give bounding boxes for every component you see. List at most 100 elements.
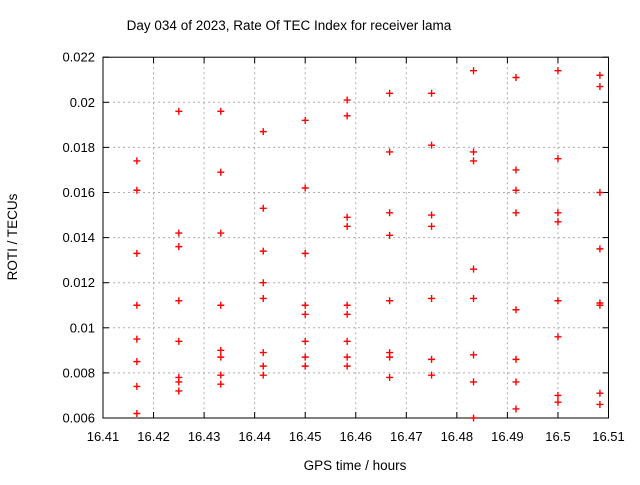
data-point-marker	[175, 107, 183, 115]
x-tick-label: 16.5	[545, 429, 570, 444]
data-point-marker	[554, 398, 562, 406]
data-point-marker	[470, 378, 478, 386]
data-point-marker	[343, 213, 351, 221]
data-point-marker	[259, 279, 267, 287]
data-point-marker	[596, 245, 604, 253]
data-point-marker	[301, 362, 309, 370]
data-point-marker	[428, 294, 436, 302]
data-point-marker	[554, 218, 562, 226]
data-point-marker	[175, 229, 183, 237]
data-point-marker	[301, 337, 309, 345]
data-point-marker	[512, 73, 520, 81]
data-point-marker	[343, 222, 351, 230]
data-point-marker	[301, 310, 309, 318]
data-point-marker	[133, 409, 141, 417]
x-tick-label: 16.45	[289, 429, 322, 444]
data-point-marker	[470, 351, 478, 359]
data-point-marker	[217, 371, 225, 379]
data-point-marker	[512, 405, 520, 413]
y-tick-label: 0.02	[70, 95, 95, 110]
x-tick-label: 16.49	[491, 429, 524, 444]
plot-border	[102, 56, 609, 419]
data-point-marker	[217, 229, 225, 237]
data-point-marker	[217, 353, 225, 361]
data-point-marker	[470, 265, 478, 273]
data-point-marker	[343, 353, 351, 361]
data-point-marker	[175, 297, 183, 305]
data-point-marker	[470, 157, 478, 165]
data-point-marker	[386, 353, 394, 361]
tick-labels: 16.41 16.42 16.43 16.44 16.45 16.46 16.47 16.48…	[62, 50, 624, 444]
y-axis-label: ROTI / TECUs	[5, 193, 20, 280]
data-point-marker	[175, 378, 183, 386]
y-tick-label: 0.018	[62, 140, 95, 155]
data-point-marker	[512, 209, 520, 217]
data-point-marker	[554, 67, 562, 75]
x-tick-label: 16.43	[188, 429, 221, 444]
data-point-marker	[175, 243, 183, 251]
data-point-marker	[133, 301, 141, 309]
data-point-marker	[259, 362, 267, 370]
data-point-marker	[596, 83, 604, 91]
data-point-marker	[301, 249, 309, 257]
data-point-marker	[386, 297, 394, 305]
data-point-marker	[470, 414, 478, 422]
data-points	[133, 67, 604, 422]
data-point-marker	[554, 297, 562, 305]
x-tick-label: 16.51	[592, 429, 625, 444]
data-point-marker	[133, 382, 141, 390]
y-tick-label: 0.014	[62, 230, 95, 245]
x-tick-label: 16.42	[137, 429, 170, 444]
y-tick-label: 0.008	[62, 365, 95, 380]
data-point-marker	[259, 204, 267, 212]
x-tick-label: 16.48	[441, 429, 474, 444]
data-point-marker	[217, 168, 225, 176]
data-point-marker	[428, 355, 436, 363]
data-point-marker	[554, 155, 562, 163]
data-point-marker	[259, 371, 267, 379]
data-point-marker	[259, 294, 267, 302]
data-point-marker	[133, 335, 141, 343]
data-point-marker	[470, 67, 478, 75]
data-point-marker	[596, 71, 604, 79]
data-point-marker	[596, 389, 604, 397]
data-point-marker	[428, 141, 436, 149]
data-point-marker	[217, 107, 225, 115]
data-point-marker	[512, 306, 520, 314]
data-point-marker	[554, 209, 562, 217]
data-point-marker	[259, 247, 267, 255]
data-point-marker	[428, 371, 436, 379]
data-point-marker	[133, 186, 141, 194]
data-point-marker	[386, 89, 394, 97]
x-tick-label: 16.47	[390, 429, 423, 444]
data-point-marker	[386, 373, 394, 381]
data-point-marker	[512, 186, 520, 194]
data-point-marker	[470, 294, 478, 302]
x-axis-label: GPS time / hours	[304, 458, 407, 473]
data-point-marker	[554, 333, 562, 341]
x-tick-label: 16.44	[238, 429, 271, 444]
data-point-marker	[470, 148, 478, 156]
data-point-marker	[259, 128, 267, 136]
data-point-marker	[259, 349, 267, 357]
data-point-marker	[301, 353, 309, 361]
data-point-marker	[301, 116, 309, 124]
y-tick-label: 0.016	[62, 185, 95, 200]
data-point-marker	[301, 184, 309, 192]
data-point-marker	[343, 310, 351, 318]
data-point-marker	[386, 209, 394, 217]
y-tick-label: 0.022	[62, 50, 95, 65]
data-point-marker	[428, 89, 436, 97]
data-point-marker	[133, 358, 141, 366]
chart-title: Day 034 of 2023, Rate Of TEC Index for r…	[127, 18, 452, 33]
data-point-marker	[386, 148, 394, 156]
x-tick-label: 16.41	[87, 429, 120, 444]
data-point-marker	[386, 231, 394, 239]
data-point-marker	[217, 301, 225, 309]
data-point-marker	[343, 337, 351, 345]
gridlines	[103, 57, 609, 418]
data-point-marker	[175, 387, 183, 395]
data-point-marker	[133, 249, 141, 257]
